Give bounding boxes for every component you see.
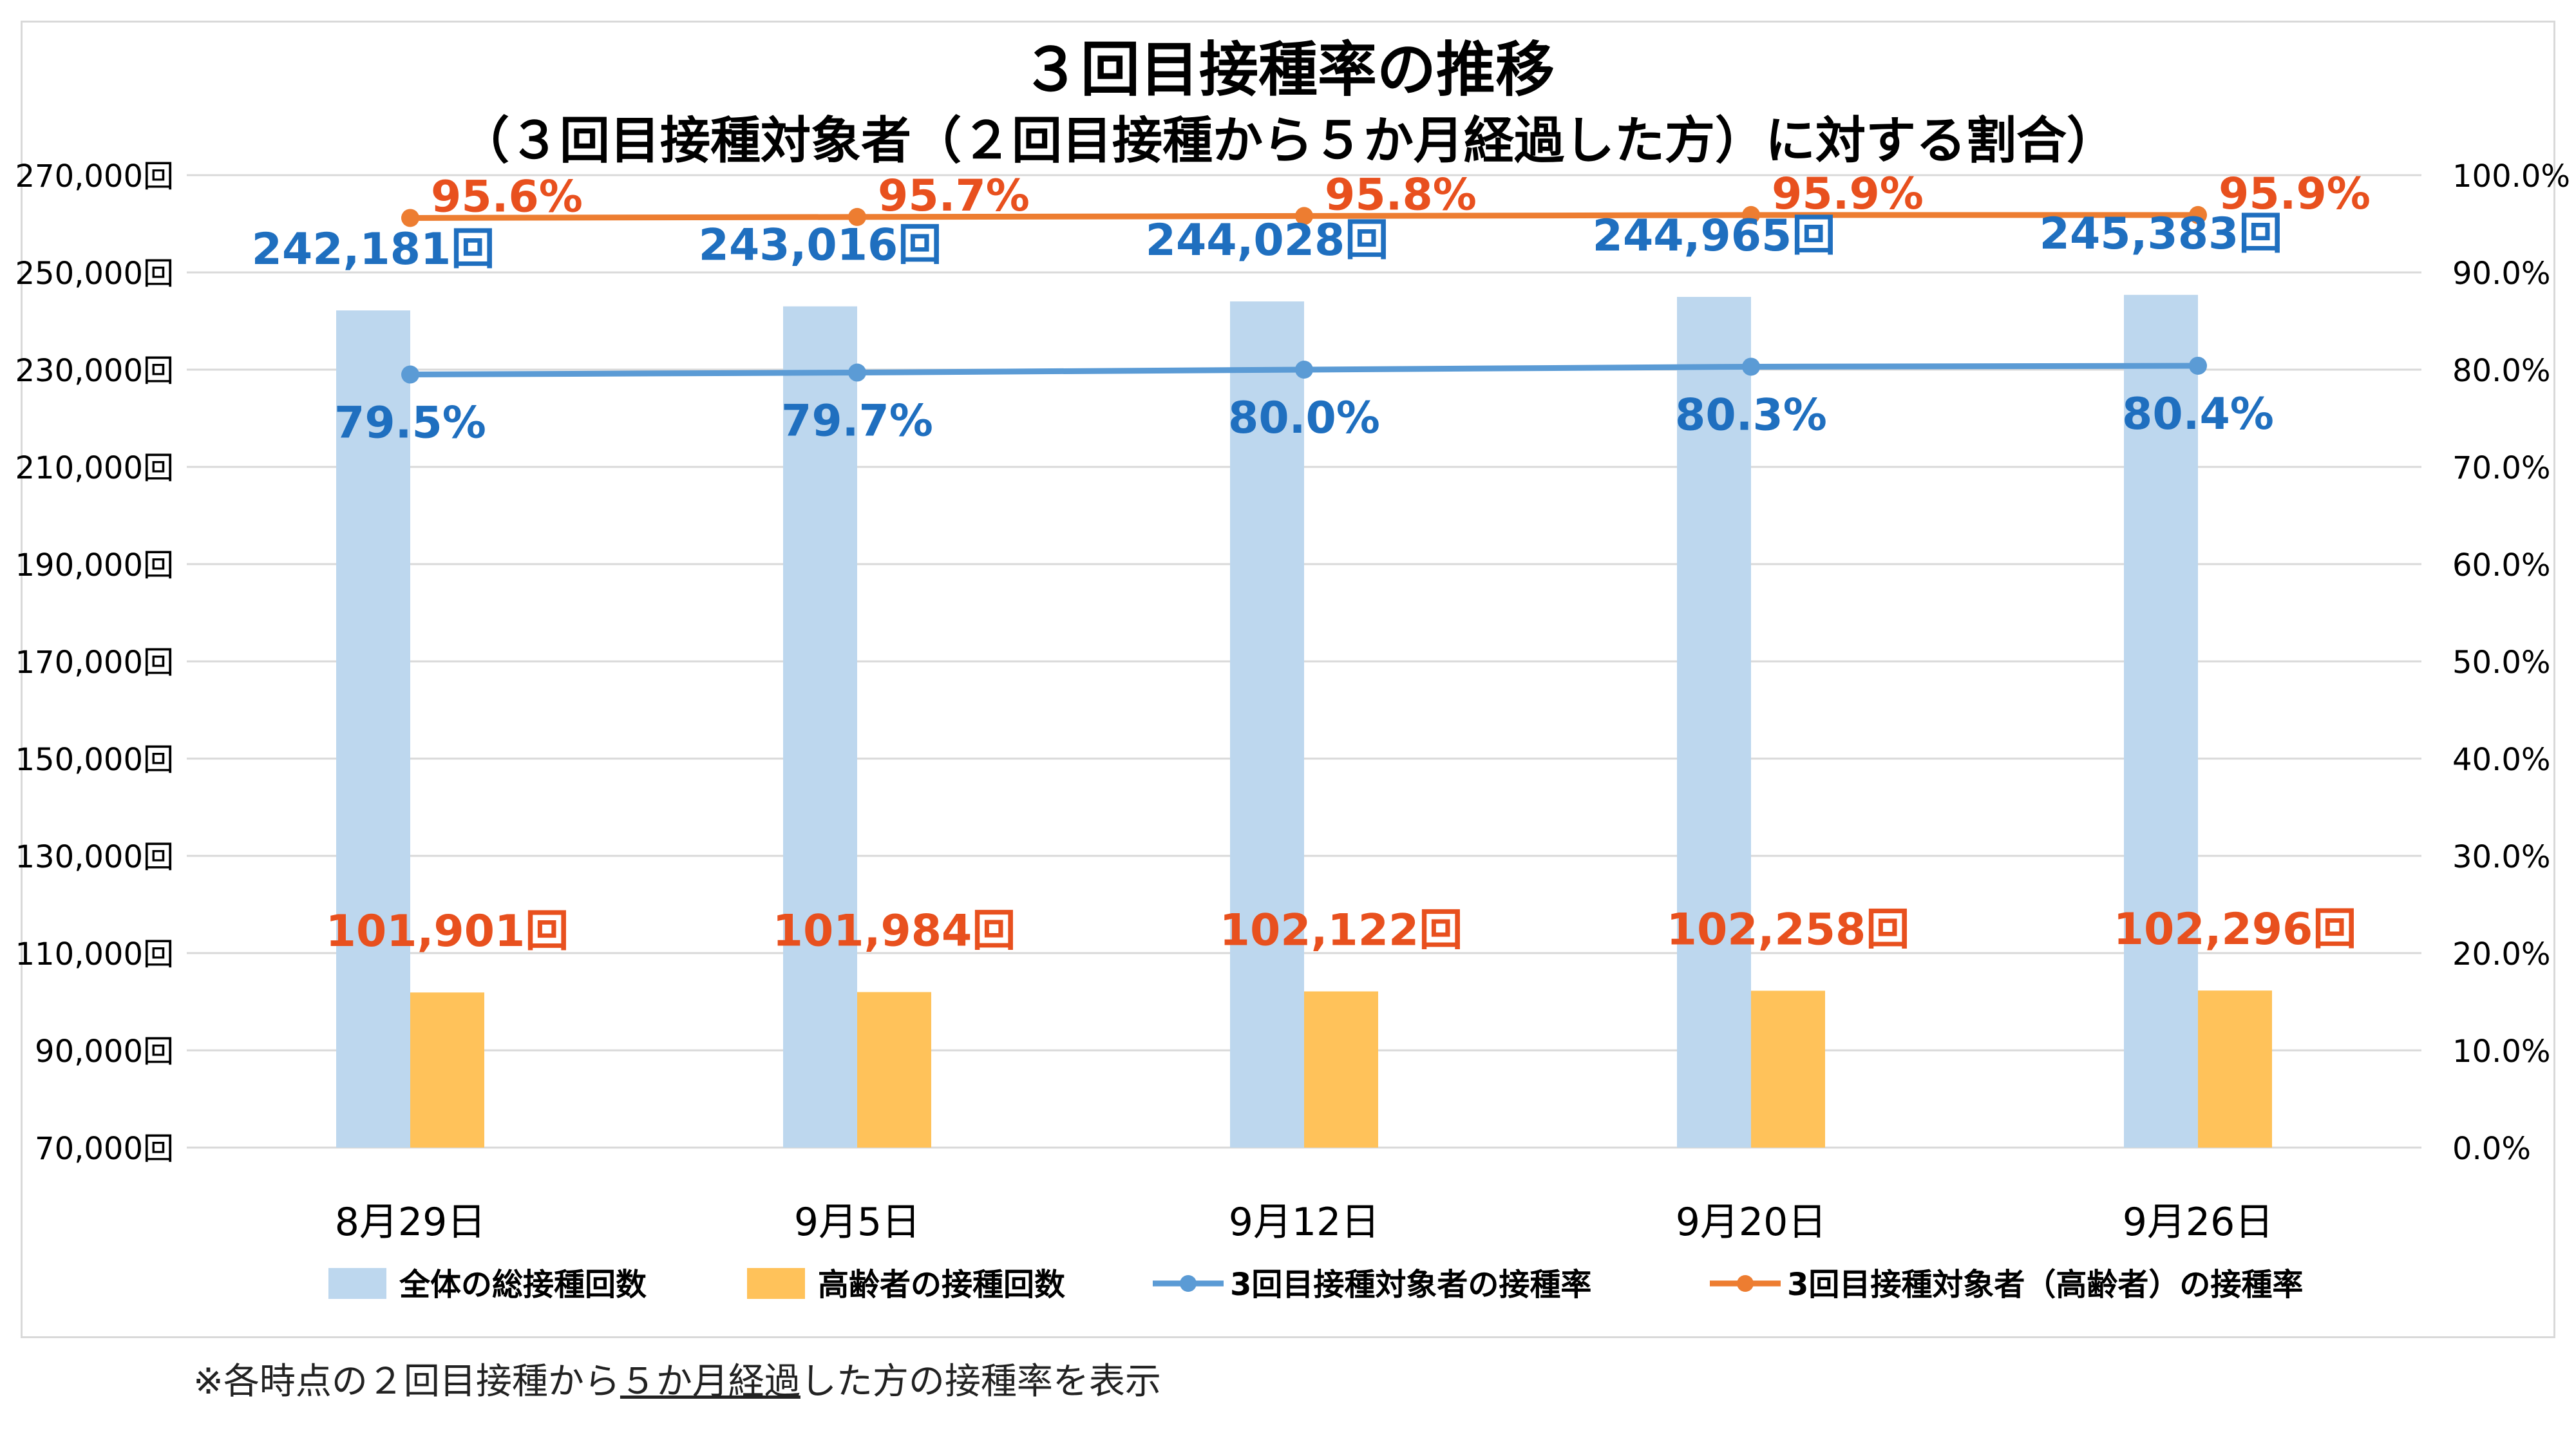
chart-subtitle: （３回目接種対象者（２回目接種から５か月経過した方）に対する割合） [459, 112, 2117, 170]
line-value-label: 79.7% [781, 396, 933, 447]
bar [1230, 301, 1304, 1148]
line-value-label: 80.3% [1675, 390, 1827, 440]
line-point [401, 365, 419, 384]
right-tick-label: 90.0% [2452, 256, 2550, 292]
left-tick-label: 110,000回 [15, 936, 175, 972]
line-point [1295, 207, 1313, 225]
right-axis: 0.0% 10.0% 20.0% 30.0% 40.0% 50.0% 60.0% 70.0% 8… [2452, 158, 2570, 1167]
bar [2124, 294, 2198, 1148]
lines [401, 205, 2207, 384]
line-value-label: 79.5% [334, 398, 486, 449]
right-tick-label: 100.0% [2452, 158, 2570, 194]
left-tick-label: 150,000回 [15, 742, 175, 778]
line-point [401, 209, 419, 227]
bar [857, 992, 931, 1148]
right-tick-label: 30.0% [2452, 839, 2550, 875]
footnote: ※各時点の２回目接種から５か月経過した方の接種率を表示 [193, 1352, 1161, 1405]
bar [1304, 991, 1378, 1148]
x-tick-label: 8月29日 [335, 1200, 486, 1245]
line-value-label: 95.9% [2219, 169, 2371, 220]
bar-value-label: 102,296回 [2114, 904, 2357, 955]
line-point [848, 363, 866, 382]
left-tick-label: 270,000回 [15, 158, 175, 194]
x-tick-label: 9月12日 [1229, 1200, 1380, 1245]
line-point [1742, 205, 1760, 224]
bar-value-label: 243,016回 [699, 220, 942, 271]
left-tick-label: 130,000回 [15, 839, 175, 875]
line-value-label: 80.4% [2122, 389, 2274, 440]
right-tick-label: 50.0% [2452, 645, 2550, 681]
legend-swatch [328, 1268, 386, 1299]
footnote-suffix: した方の接種率を表示 [800, 1361, 1161, 1403]
bar-value-label: 101,901回 [326, 906, 569, 957]
bars [336, 294, 2272, 1148]
legend-marker [1180, 1275, 1197, 1292]
chart-title: ３回目接種率の推移 [1021, 35, 1555, 104]
x-axis: 8月29日 9月5日 9月12日 9月20日 9月26日 [335, 1200, 2274, 1245]
left-tick-label: 230,000回 [15, 353, 175, 389]
line-point [2189, 205, 2207, 224]
right-tick-label: 60.0% [2452, 547, 2550, 583]
left-tick-label: 190,000回 [15, 547, 175, 583]
legend: 全体の総接種回数 高齢者の接種回数 3回目接種対象者の接種率 3回目接種対象者（高齢者… [328, 1267, 2303, 1303]
line-value-label: 95.7% [878, 171, 1030, 222]
right-tick-label: 70.0% [2452, 450, 2550, 486]
data-labels: 242,181回 243,016回 244,028回 244,965回 245,383回… [252, 169, 2371, 957]
bar [336, 310, 410, 1148]
bar-value-label: 102,122回 [1220, 905, 1463, 956]
bar [1677, 297, 1751, 1148]
legend-label: 3回目接種対象者の接種率 [1230, 1267, 1591, 1303]
line-point [848, 207, 866, 226]
bar-value-label: 101,984回 [773, 906, 1016, 957]
x-tick-label: 9月26日 [2123, 1200, 2274, 1245]
line-value-label: 95.9% [1772, 169, 1924, 220]
legend-label: 3回目接種対象者（高齢者）の接種率 [1787, 1267, 2303, 1303]
right-tick-label: 80.0% [2452, 353, 2550, 389]
bar-value-label: 242,181回 [252, 224, 495, 275]
bar-value-label: 244,965回 [1593, 211, 1836, 261]
bar-value-label: 245,383回 [2040, 209, 2283, 260]
bar-value-label: 102,258回 [1667, 904, 1910, 955]
right-tick-label: 20.0% [2452, 936, 2550, 972]
left-tick-label: 210,000回 [15, 450, 175, 486]
left-tick-label: 70,000回 [35, 1131, 174, 1167]
footnote-underlined: ５か月経過 [620, 1361, 800, 1403]
legend-swatch [747, 1268, 805, 1299]
bar [410, 992, 484, 1148]
left-axis: 70,000回 90,000回 110,000回 130,000回 150,000回 17… [15, 158, 175, 1167]
line-point [2189, 356, 2207, 375]
legend-label: 高齢者の接種回数 [818, 1267, 1065, 1303]
line-value-label: 80.0% [1228, 393, 1380, 444]
x-tick-label: 9月20日 [1676, 1200, 1827, 1245]
line-value-label: 95.6% [431, 171, 583, 222]
left-tick-label: 90,000回 [35, 1034, 174, 1070]
right-tick-label: 10.0% [2452, 1034, 2550, 1070]
footnote-prefix: ※各時点の２回目接種から [193, 1361, 620, 1403]
bar-value-label: 244,028回 [1146, 215, 1389, 266]
line-value-label: 95.8% [1325, 169, 1477, 220]
left-tick-label: 170,000回 [15, 645, 175, 681]
legend-label: 全体の総接種回数 [399, 1267, 647, 1303]
left-tick-label: 250,000回 [15, 256, 175, 292]
x-tick-label: 9月5日 [794, 1200, 920, 1245]
line-point [1295, 361, 1313, 379]
legend-marker [1737, 1275, 1754, 1292]
bar [2198, 990, 2272, 1148]
bar [783, 306, 857, 1148]
line-point [1742, 357, 1760, 376]
bar [1751, 990, 1825, 1148]
right-tick-label: 0.0% [2452, 1131, 2531, 1167]
right-tick-label: 40.0% [2452, 742, 2550, 778]
